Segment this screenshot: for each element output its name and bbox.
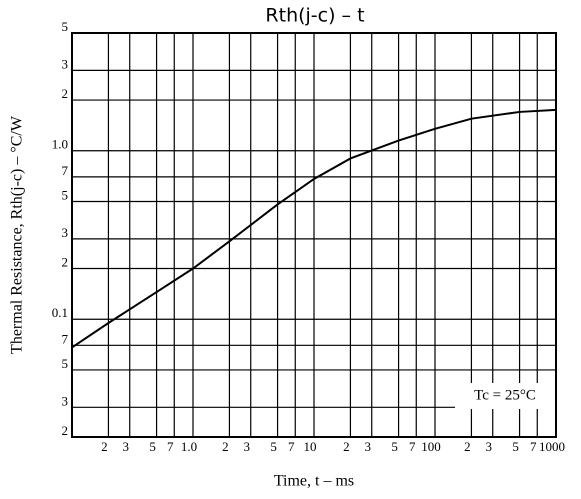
y-tick-label: 5 (62, 356, 69, 371)
x-tick-label: 2 (101, 439, 108, 454)
x-tick-label: 5 (391, 439, 398, 454)
x-tick-label: 2 (464, 439, 471, 454)
x-tick-label: 10 (304, 439, 317, 454)
chart-title: Rth(j-c) – t (265, 5, 364, 27)
y-tick-label: 1.0 (52, 137, 68, 152)
x-tick-label: 3 (243, 439, 250, 454)
x-tick-label: 3 (122, 439, 129, 454)
x-tick-label: 7 (288, 439, 295, 454)
x-tick-label: 3 (485, 439, 492, 454)
y-tick-label: 3 (62, 56, 69, 71)
x-tick-label: 5 (512, 439, 519, 454)
y-tick-label: 7 (62, 163, 69, 178)
data-line (71, 108, 557, 349)
x-tick-label: 5 (149, 439, 156, 454)
y-tick-label: 3 (62, 225, 69, 240)
x-tick-label: 7 (167, 439, 174, 454)
y-axis-label: Thermal Resistance, Rth(j-c) – °C/W (9, 115, 26, 354)
y-tick-label: 0.1 (52, 305, 68, 320)
y-tick-label: 2 (62, 255, 69, 270)
x-tick-label: 7 (530, 439, 537, 454)
x-axis-label: Time, t – ms (274, 473, 354, 490)
x-tick-label: 2 (222, 439, 229, 454)
x-tick-label: 2 (343, 439, 350, 454)
x-tick-label: 5 (270, 439, 277, 454)
y-tick-label: 3 (62, 393, 69, 408)
annotation: Tc = 25°C (474, 387, 536, 403)
y-tick-label: 5 (62, 187, 69, 202)
x-tick-label: 100 (421, 439, 441, 454)
y-tick-label: 2 (62, 423, 69, 438)
y-tick-label: 7 (62, 331, 69, 346)
y-tick-label: 2 (62, 86, 69, 101)
x-tick-label: 1000 (539, 439, 565, 454)
x-tick-label: 3 (364, 439, 371, 454)
x-tick-label: 1.0 (181, 439, 197, 454)
x-tick-label: 7 (409, 439, 416, 454)
annotation-box (455, 383, 555, 409)
y-tick-label: 5 (62, 19, 69, 34)
